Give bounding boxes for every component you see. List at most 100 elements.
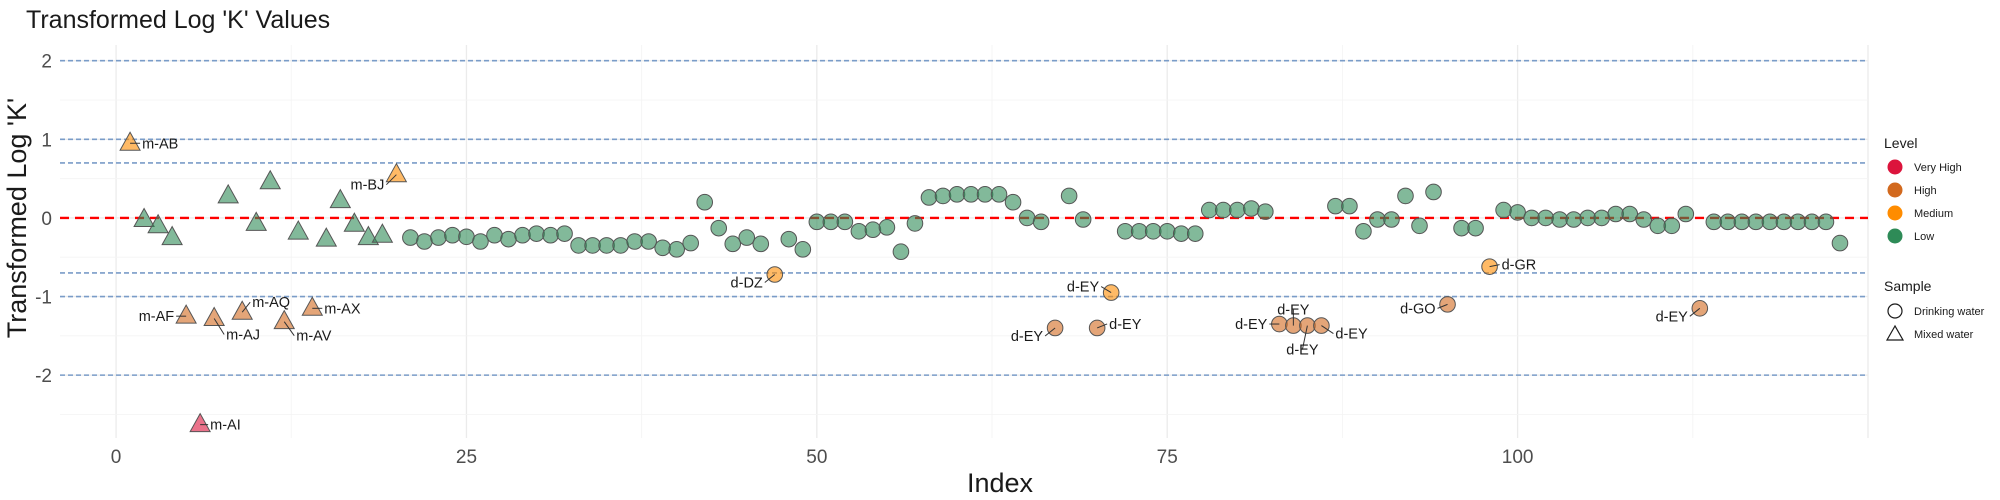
data-point	[402, 229, 419, 246]
data-point	[934, 187, 952, 205]
point-label: m-AX	[324, 301, 361, 317]
x-tick-label: 100	[1502, 447, 1534, 468]
data-point	[514, 226, 531, 244]
data-point	[1635, 211, 1653, 228]
data-point	[1158, 222, 1176, 240]
point-label: d-GO	[1400, 301, 1435, 317]
data-point	[1130, 222, 1148, 240]
data-point	[444, 226, 461, 244]
data-point	[1747, 213, 1765, 231]
data-point	[1355, 222, 1372, 240]
data-point	[976, 186, 994, 203]
data-point	[1032, 213, 1050, 231]
data-point	[245, 211, 268, 231]
data-point	[584, 237, 601, 254]
data-point	[640, 233, 657, 250]
data-point	[1200, 201, 1218, 219]
y-axis-title: Transformed Log 'K'	[2, 98, 32, 338]
y-tick-label: -2	[35, 366, 52, 387]
data-point	[948, 186, 966, 203]
data-point	[556, 225, 573, 242]
point-label: d-EY	[1286, 343, 1319, 359]
legend-level-label: Low	[1914, 231, 1934, 243]
chart-title: Transformed Log 'K' Values	[26, 6, 330, 34]
data-point	[1761, 213, 1779, 231]
data-point	[1102, 284, 1120, 301]
data-point	[371, 223, 394, 243]
data-point	[175, 304, 197, 324]
point-label: d-EY	[1235, 317, 1268, 333]
label-leader	[1100, 286, 1112, 294]
data-point	[1495, 201, 1512, 219]
data-point	[1831, 234, 1849, 252]
data-point	[864, 221, 882, 239]
legend-level-label: High	[1914, 185, 1937, 197]
point-label: m-AB	[142, 136, 178, 152]
data-point	[217, 183, 240, 204]
data-point	[654, 239, 671, 257]
legend-level-key	[1887, 182, 1903, 198]
data-point	[287, 220, 310, 240]
data-point	[231, 300, 254, 320]
data-point	[343, 212, 366, 232]
point-label: d-EY	[1277, 303, 1310, 319]
legend-sample-label: Mixed water	[1914, 329, 1974, 341]
data-point	[1074, 211, 1092, 228]
data-point	[920, 189, 938, 206]
data-point	[822, 213, 840, 231]
data-point	[570, 237, 587, 254]
legend: Level Very High High Medium Low Sample Drin…	[1884, 135, 1985, 341]
data-point	[147, 213, 169, 234]
y-tick-label: -1	[35, 288, 52, 309]
data-point	[738, 229, 756, 246]
label-leader	[1437, 303, 1448, 309]
data-point	[133, 207, 155, 227]
data-point	[724, 235, 742, 253]
point-label: d-GR	[1502, 258, 1537, 274]
data-point	[1257, 203, 1274, 220]
label-leader	[1044, 327, 1056, 337]
legend-level-title: Level	[1884, 135, 1917, 151]
point-label: d-EY	[1067, 280, 1100, 296]
point-label: d-EY	[1011, 329, 1044, 345]
x-axis-title: Index	[967, 468, 1034, 498]
legend-level-key	[1887, 228, 1903, 244]
data-point	[1341, 197, 1358, 215]
legend-levels: Very High High Medium Low	[1887, 159, 1962, 244]
point-label: d-EY	[1335, 327, 1368, 343]
legend-level-key	[1887, 205, 1903, 221]
label-leader	[764, 274, 776, 283]
label-leader	[283, 321, 295, 336]
point-label: d-EY	[1656, 309, 1689, 325]
data-point	[1327, 197, 1344, 215]
data-point	[598, 237, 615, 254]
data-point	[710, 219, 728, 237]
point-label: m-AQ	[252, 295, 290, 311]
label-leader	[241, 301, 251, 313]
y-tick-label: 1	[41, 130, 52, 151]
data-point	[990, 186, 1008, 203]
data-point	[1397, 187, 1414, 205]
data-point	[1453, 219, 1470, 237]
y-tick-label: 0	[41, 209, 52, 230]
data-point	[189, 412, 212, 433]
legend-sample-key	[1887, 303, 1903, 319]
data-point	[1172, 225, 1190, 242]
data-point	[1803, 213, 1821, 231]
data-point	[1509, 204, 1526, 221]
point-labels: m-AB m-AF m-AI m-AJ m-AQ m-AV m-AX m-BJ d-DZ d-EY…	[130, 136, 1701, 434]
x-tick-label: 25	[456, 447, 477, 468]
data-point	[458, 228, 475, 246]
label-leader	[1689, 307, 1701, 317]
data-point	[385, 162, 408, 183]
label-leader	[1301, 325, 1308, 350]
data-point	[1565, 211, 1582, 228]
data-point	[301, 296, 324, 316]
data-point	[1144, 222, 1162, 240]
data-point	[472, 233, 489, 250]
data-point	[752, 235, 770, 253]
data-point	[1705, 213, 1723, 231]
data-point	[1817, 213, 1835, 231]
point-label: d-DZ	[731, 276, 763, 292]
